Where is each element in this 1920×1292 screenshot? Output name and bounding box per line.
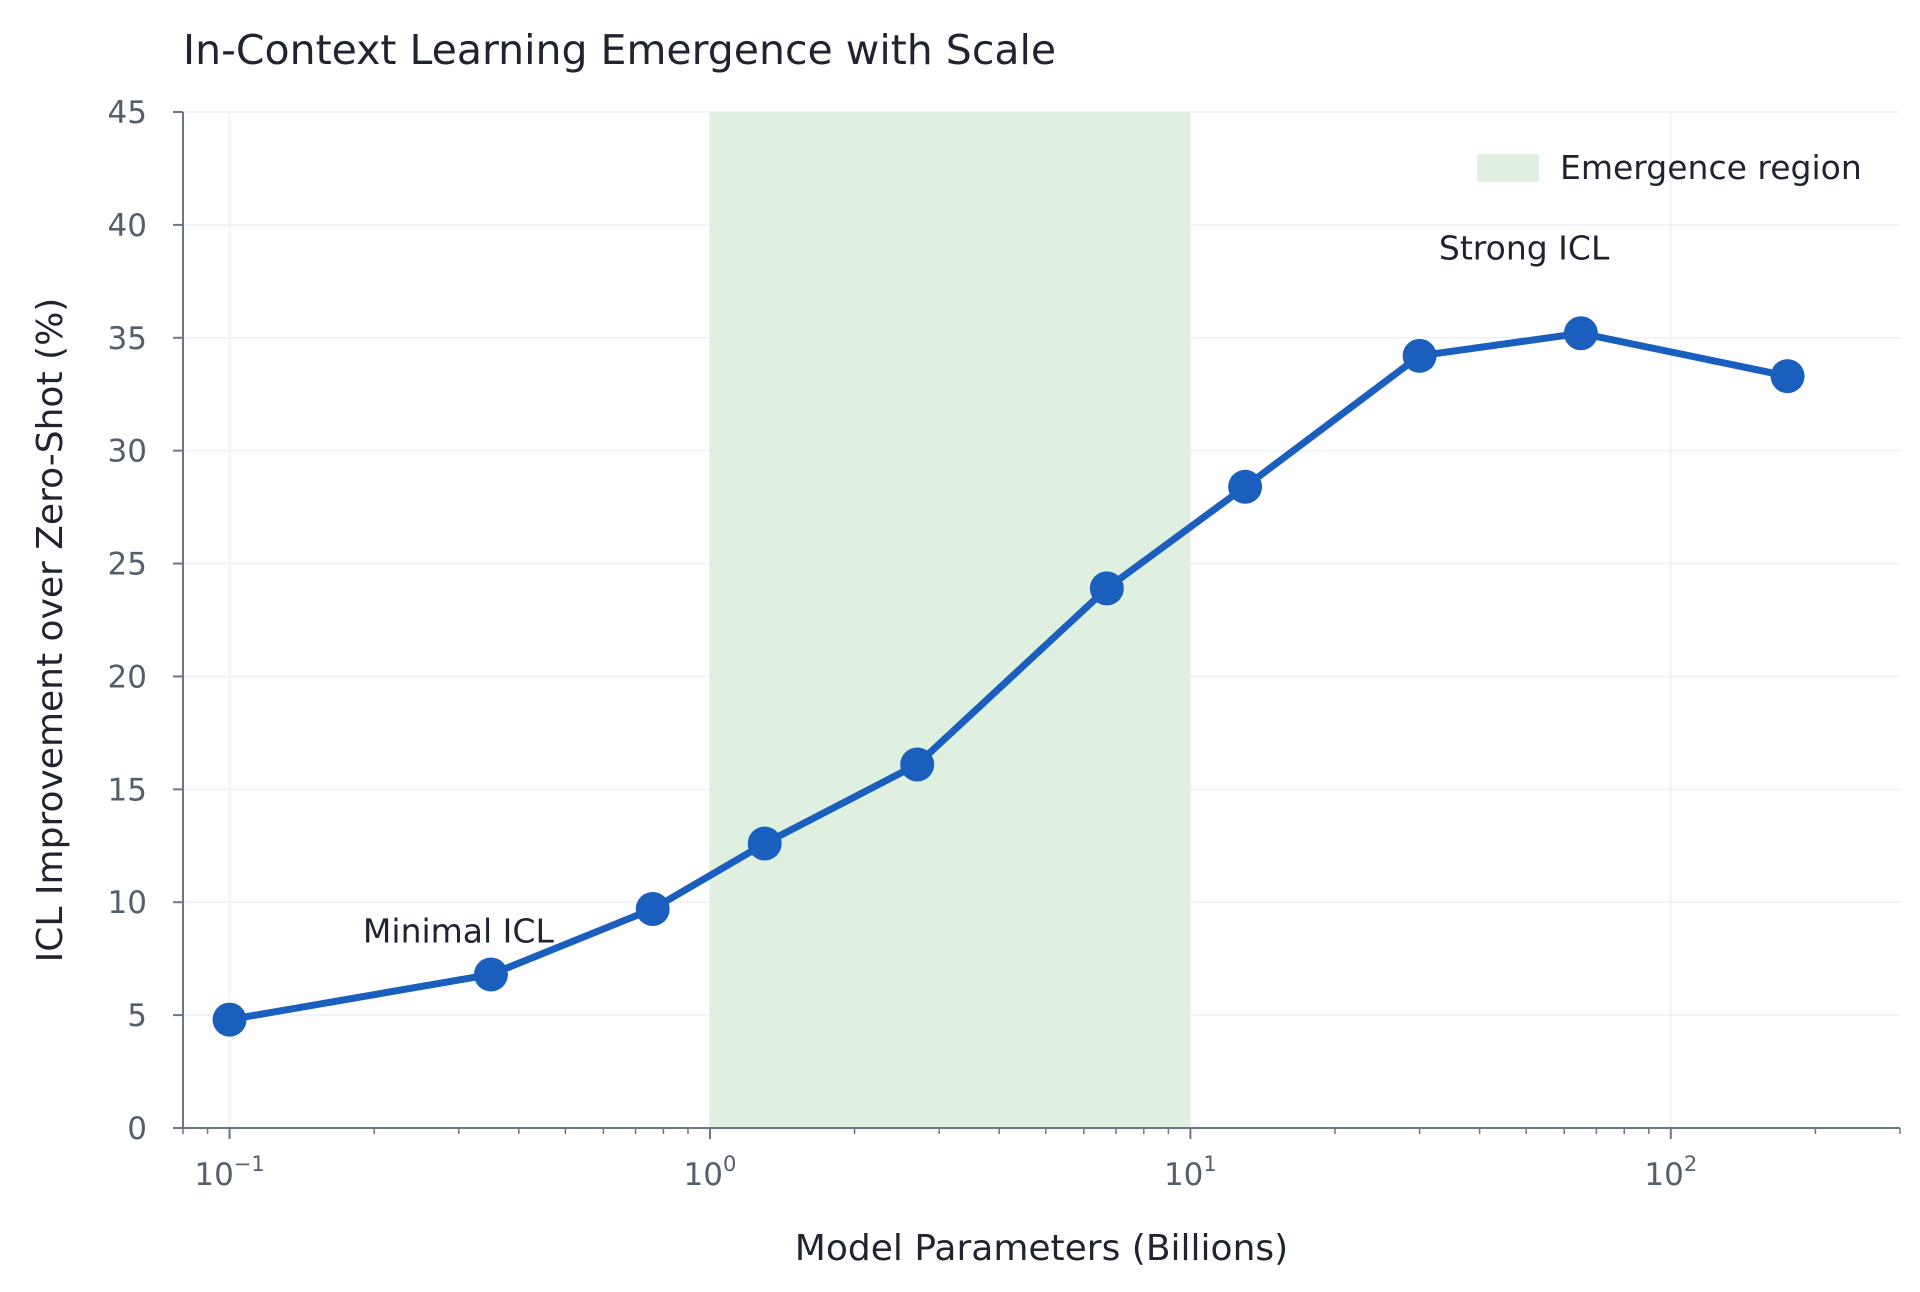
data-point: [1089, 571, 1124, 606]
y-axis-label: ICL Improvement over Zero-Shot (%): [30, 298, 71, 963]
data-point: [1228, 469, 1263, 504]
data-point: [635, 891, 670, 926]
y-tick-label: 30: [108, 434, 147, 470]
legend-swatch-emergence: [1477, 154, 1539, 182]
legend-label-emergence: Emergence region: [1560, 148, 1862, 187]
y-tick-label: 35: [108, 321, 147, 357]
series: [212, 316, 1805, 1037]
y-tick-label: 15: [108, 772, 147, 808]
annotation-strong-icl: Strong ICL: [1439, 228, 1610, 267]
data-point: [212, 1002, 247, 1037]
data-point: [1770, 359, 1805, 394]
y-tick-label: 20: [108, 659, 147, 695]
series-line: [226, 329, 1792, 1024]
y-tick-label: 10: [108, 885, 147, 921]
data-point: [900, 747, 935, 782]
x-tick-label: 100: [684, 1152, 737, 1193]
data-point: [747, 826, 782, 861]
y-tick-label: 0: [127, 1111, 147, 1147]
data-point: [1402, 338, 1437, 373]
x-axis-label: Model Parameters (Billions): [795, 1228, 1288, 1269]
annotation-minimal-icl: Minimal ICL: [363, 911, 555, 950]
y-tick-label: 45: [108, 95, 147, 131]
data-point: [473, 957, 508, 992]
legend: Emergence region: [1477, 148, 1862, 187]
x-tick-label: 101: [1164, 1152, 1217, 1193]
x-tick-label: 10−1: [194, 1152, 264, 1193]
chart-title: In-Context Learning Emergence with Scale: [183, 26, 1056, 74]
x-tick-label: 102: [1644, 1152, 1697, 1193]
y-tick-label: 40: [108, 208, 147, 244]
y-tick-label: 25: [108, 547, 147, 583]
data-point: [1563, 316, 1598, 351]
axes: 0 5 10 15 20 25 30 35 40 45 10−1 100 101 102: [108, 95, 1901, 1193]
y-tick-label: 5: [127, 998, 147, 1034]
emergence-region: [709, 112, 1191, 1128]
